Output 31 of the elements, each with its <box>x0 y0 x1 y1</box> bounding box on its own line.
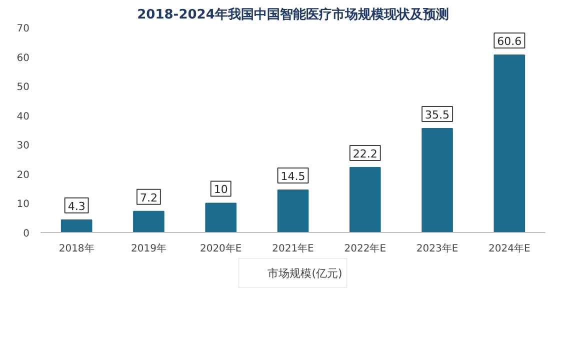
chart-title: 2018-2024年我国中国智能医疗市场规模现状及预测 <box>137 6 449 22</box>
bar <box>205 202 237 232</box>
y-tick-label: 20 <box>16 170 30 181</box>
x-tick-label: 2023年E <box>416 242 458 254</box>
y-tick-label: 40 <box>16 111 30 122</box>
x-tick-label: 2022年E <box>344 242 386 254</box>
x-tick-label: 2021年E <box>272 242 314 254</box>
x-tick-label: 2018年 <box>58 242 94 254</box>
bar <box>60 219 92 232</box>
x-tick-label: 2019年 <box>130 242 166 254</box>
y-tick-label: 0 <box>23 228 30 240</box>
data-label: 22.2 <box>352 147 378 160</box>
data-label: 7.2 <box>140 191 158 204</box>
bar <box>133 210 164 232</box>
x-tick-label: 2024年E <box>488 242 530 254</box>
x-tick-label: 2020年E <box>200 242 242 254</box>
y-tick-label: 60 <box>16 52 30 64</box>
bar <box>494 54 526 232</box>
bar <box>349 166 381 232</box>
bar <box>277 190 309 232</box>
y-tick-label: 70 <box>16 24 30 34</box>
y-tick-label: 50 <box>16 82 30 94</box>
bar <box>422 128 453 232</box>
data-label: 60.6 <box>497 35 522 48</box>
y-tick-label: 30 <box>16 140 30 152</box>
data-label: 10 <box>214 183 228 196</box>
text: 市场规模(亿元) <box>268 266 342 280</box>
data-label: 4.3 <box>68 200 86 213</box>
data-label: 14.5 <box>280 170 306 184</box>
data-label: 35.5 <box>425 108 450 122</box>
y-tick-label: 10 <box>16 199 30 210</box>
